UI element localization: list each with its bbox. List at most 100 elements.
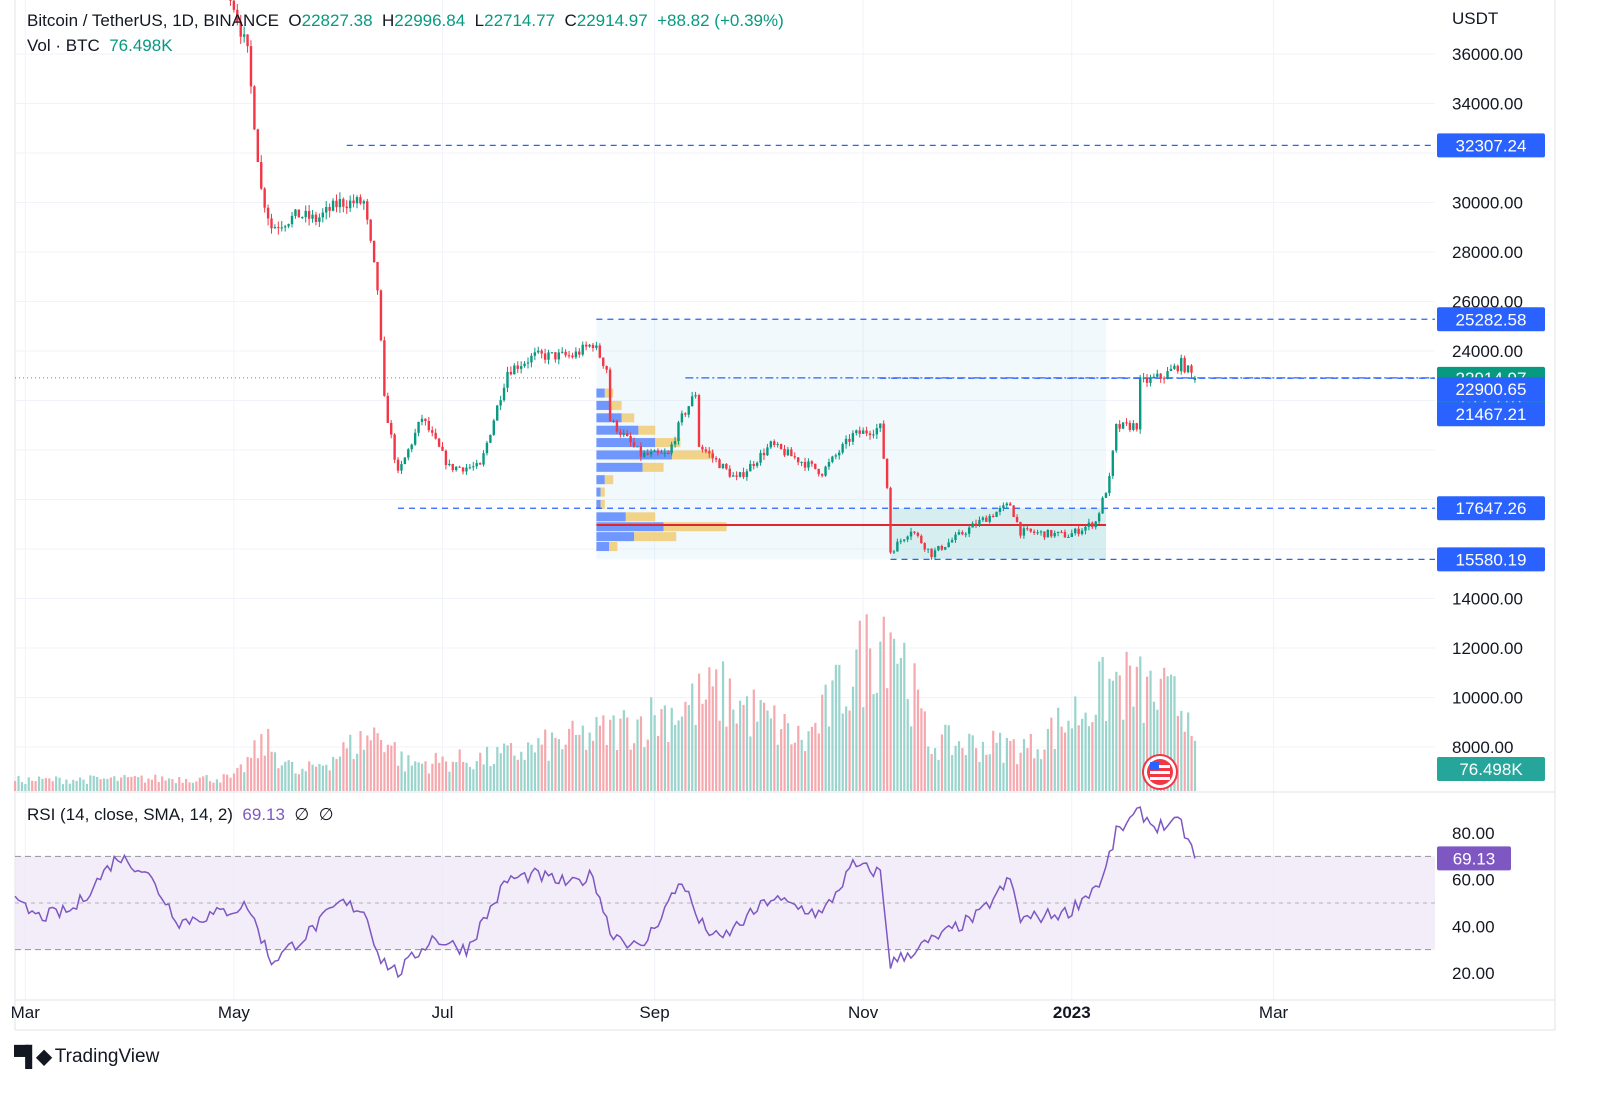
volume-bar [359,730,362,791]
volume-bar [810,726,814,791]
candle-body [814,463,817,469]
candle-body [820,474,824,476]
candle-body [985,517,988,522]
volume-bar [940,734,944,791]
rsi-label[interactable]: RSI (14, close, SMA, 14, 2) [27,805,233,824]
volume-bar [202,776,205,791]
volume-bar [773,705,776,791]
volume-bar [44,778,47,791]
hide-icon[interactable]: ∅ [318,805,334,824]
candle-body [249,46,253,87]
candle-body [950,540,954,543]
volume-bar [739,700,742,791]
candle-body [1115,424,1118,451]
volume-bar [814,722,817,791]
candle-body [1135,423,1138,430]
candle-body [1067,537,1070,539]
volume-profile-bar [596,450,672,460]
volume-bar [229,777,232,791]
volume-bar [845,706,848,791]
volume-bar [841,713,844,791]
candle-body [639,446,643,457]
volume-bar [793,742,796,791]
volume-bar [431,763,434,791]
candle-body [1166,371,1169,379]
candle-body [1002,505,1005,508]
candle-body [307,210,311,219]
volume-bar [157,782,160,791]
candle-body [420,418,424,422]
volume-bar [185,778,188,791]
volume-bar [1149,670,1152,791]
volume-bar [646,739,649,791]
volume-bar [178,776,181,791]
volume-bar [633,743,636,791]
chart-grid [14,0,1556,1031]
candle-body [602,357,605,367]
candle-body [1094,521,1097,528]
candle-body [550,352,554,354]
candle-body [978,519,981,526]
tradingview-logo[interactable]: ▀▌◆ TradingView [14,1044,159,1069]
candle-body [448,463,451,466]
volume-bar [373,727,376,791]
volume-bar [537,738,540,791]
volume-bar [120,777,123,791]
candle-body [266,207,270,219]
time-axis[interactable]: Mar May Jul Sep Nov 2023 Mar [11,1003,1289,1022]
volume-bar [1005,737,1008,791]
candle-body [270,218,273,229]
volume-bar [27,777,30,791]
candle-body [841,444,844,453]
candle-body [759,452,762,463]
rsi-line [14,806,1196,979]
volume-bar [479,752,482,791]
price-badge-label: 17647.26 [1456,499,1527,518]
volume-bar [903,642,906,791]
volume-bar [684,701,687,791]
candle-body [677,422,680,442]
volume-bar [889,632,892,791]
volume-bar [1122,719,1125,791]
volume-profile-bar [596,522,664,532]
volume-bar [297,774,301,791]
candle-body [1070,533,1073,538]
volume-bar [910,726,913,791]
volume-bar [150,779,153,791]
volume-bar [947,725,950,791]
volume-bar [951,755,954,791]
price-axis[interactable]: USDT 36000.00 34000.00 30000.00 28000.00 2600… [1452,9,1523,983]
range-rectangles [596,319,1106,560]
high-label: H [382,11,395,30]
volume-bar [106,778,109,791]
volume-bar [345,748,348,791]
rsi-band [15,856,1435,950]
volume-bar [308,761,311,791]
symbol-title[interactable]: Bitcoin / TetherUS, 1D, BINANCE [27,11,279,30]
candle-body [1084,526,1087,531]
volume-label[interactable]: Vol · BTC [27,36,100,55]
rsi-tick-label: 60.00 [1452,871,1495,890]
volume-bar [92,775,95,791]
candle-body [246,34,249,47]
horizontal-levels[interactable] [15,144,1435,561]
volume-bar [208,781,212,791]
candle-body [653,450,656,453]
time-tick-label: Mar [1259,1003,1289,1022]
volume-legend: Vol · BTC 76.498K [27,36,173,56]
volume-bar [516,759,519,791]
volume-bar [1135,666,1138,791]
high-value: 22996.84 [394,11,466,30]
candle-body [933,550,937,558]
candle-body [1036,532,1039,534]
hide-icon[interactable]: ∅ [294,805,310,824]
price-badge-label: 15580.19 [1456,550,1527,569]
volume-bar [102,778,106,791]
candle-body [745,471,749,477]
candle-body [1087,522,1091,527]
volume-profile-bar [625,512,656,522]
candle-body [1142,377,1145,379]
volume-bar [400,751,403,791]
flag-icon[interactable] [1142,754,1178,790]
